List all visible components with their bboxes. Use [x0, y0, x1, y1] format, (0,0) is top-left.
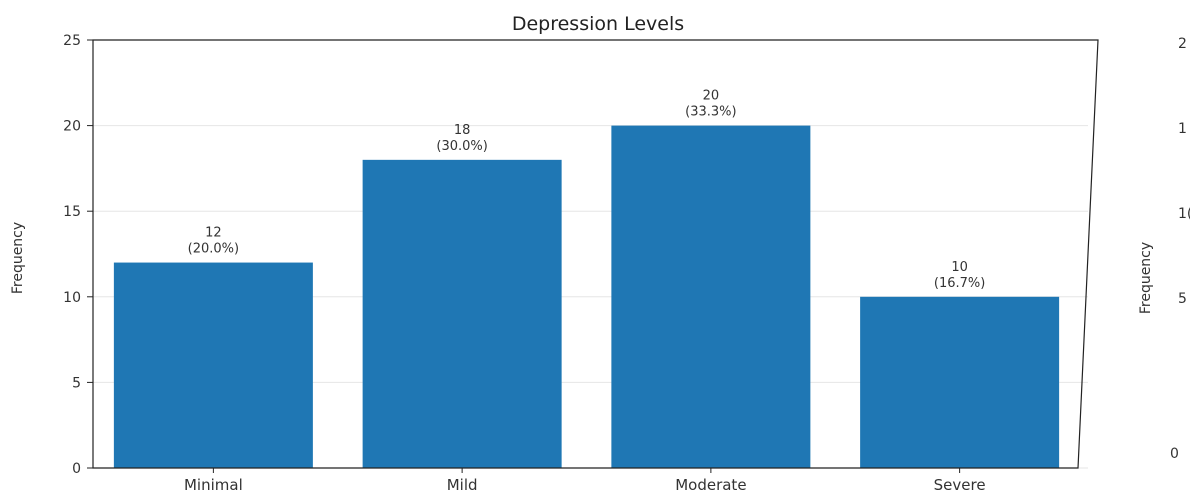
y-tick-label: 5	[72, 375, 81, 391]
data-label-percent: (16.7%)	[934, 276, 985, 291]
data-label-percent: (33.3%)	[685, 105, 736, 120]
data-label-value: 10	[951, 260, 968, 275]
second-panel-tick-2: 1	[1178, 121, 1187, 137]
y-tick-label: 0	[72, 461, 81, 477]
x-tick-label: Minimal	[184, 476, 243, 494]
second-panel-tick-1: 2	[1178, 36, 1187, 52]
x-tick-label: Mild	[447, 476, 478, 494]
data-label-percent: (20.0%)	[188, 242, 239, 257]
x-tick-label: Moderate	[675, 476, 746, 494]
second-panel-tick-3: 1(	[1178, 206, 1190, 222]
bar-minimal	[113, 262, 313, 468]
bar-mild	[362, 159, 562, 468]
data-label-value: 20	[703, 89, 720, 104]
bar-severe	[860, 296, 1060, 468]
bar-moderate	[611, 125, 811, 468]
y-tick-label: 25	[63, 33, 81, 49]
second-panel-tick-4: 5	[1178, 291, 1187, 307]
data-label-value: 18	[454, 123, 471, 138]
plot-frame	[92, 39, 1099, 469]
second-panel-y-axis-label: Frequency	[1138, 242, 1154, 314]
y-tick-label: 10	[63, 290, 81, 306]
y-tick-label: 20	[63, 119, 81, 135]
chart-title: Depression Levels	[512, 13, 684, 35]
bars-layer	[113, 125, 1060, 468]
data-label-percent: (30.0%)	[436, 139, 487, 154]
x-tick-label: Severe	[934, 476, 986, 494]
second-panel-tick-5: 0	[1170, 446, 1179, 462]
labels-layer: 0 5 10 15 20 25 Minimal 12(20.0%) Mild 18(30.0%) M…	[63, 33, 985, 494]
second-panel: Frequency 2 1 1( 5 0	[1138, 36, 1190, 462]
ticks-layer	[87, 39, 961, 473]
y-axis-label: Frequency	[10, 222, 26, 294]
data-label-value: 12	[205, 226, 222, 241]
y-tick-label: 15	[63, 204, 81, 220]
